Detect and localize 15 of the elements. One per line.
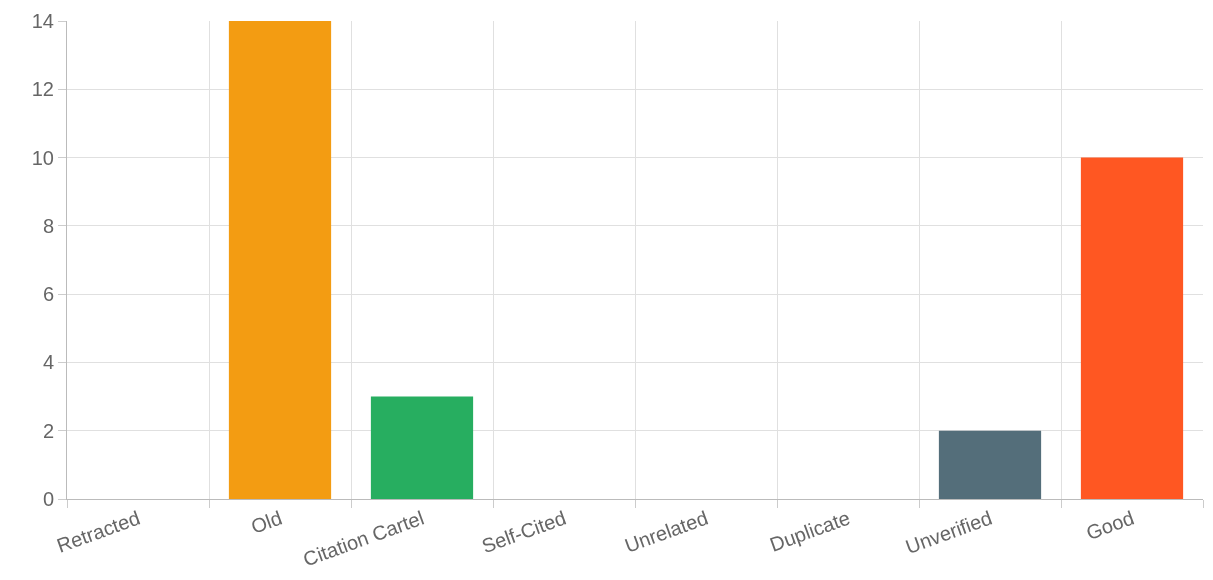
y-tick-label: 2 (42, 419, 54, 442)
bar (1080, 157, 1184, 499)
y-tick-label: 10 (31, 146, 54, 169)
x-tick-label: Good (1083, 506, 1137, 544)
y-tick-label: 14 (31, 10, 54, 32)
y-tick-label: 4 (42, 351, 54, 374)
bar (370, 396, 474, 499)
y-tick-label: 0 (42, 488, 54, 510)
x-tick-label: Citation Cartel (300, 506, 427, 571)
y-tick-label: 8 (42, 214, 54, 237)
x-tick-label: Old (248, 506, 285, 538)
y-tick-label: 12 (31, 78, 54, 101)
bar (228, 21, 332, 499)
y-tick-label: 6 (42, 283, 54, 306)
bar (938, 430, 1042, 499)
